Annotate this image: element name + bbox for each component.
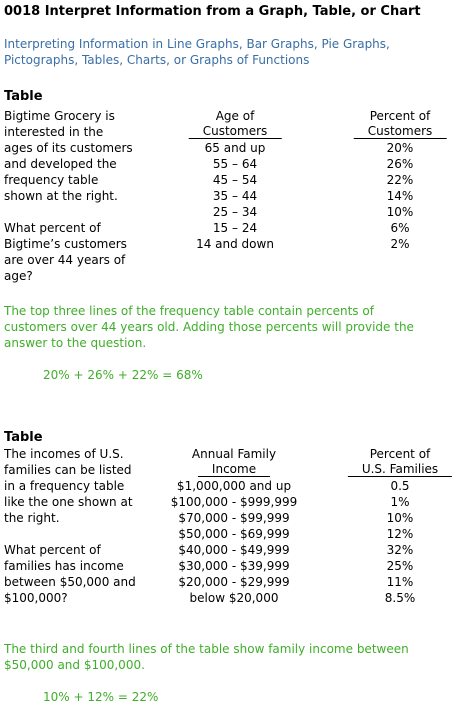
description-line: and developed the — [4, 157, 117, 171]
table-cell: 2% — [390, 237, 410, 251]
table-cell: 1% — [390, 495, 410, 509]
section-heading: Table — [4, 430, 43, 445]
question-line: are over 44 years of — [4, 253, 126, 267]
section-heading: Table — [4, 89, 43, 104]
explanation-line: The third and fourth lines of the table … — [4, 642, 409, 656]
table-cell: 8.5% — [384, 591, 416, 605]
table-cell: $1,000,000 and up — [176, 479, 292, 493]
table-cell: below $20,000 — [189, 591, 279, 605]
description-line: in a frequency table — [4, 479, 125, 493]
column-header: Customers — [188, 124, 282, 139]
table-cell: 6% — [390, 221, 410, 235]
table-cell: 12% — [386, 527, 414, 541]
question-line: $100,000? — [4, 591, 68, 605]
description-line: families can be listed — [4, 463, 132, 477]
table-cell: 65 and up — [204, 141, 266, 155]
description-line: the right. — [4, 511, 60, 525]
table-cell: 25% — [386, 559, 414, 573]
table-cell: $40,000 - $49,999 — [178, 543, 290, 557]
table-cell: $50,000 - $69,999 — [178, 527, 290, 541]
table-cell: 32% — [386, 543, 414, 557]
table-cell: 25 – 34 — [212, 205, 258, 219]
table-cell: 15 – 24 — [212, 221, 258, 235]
description-line: Bigtime Grocery is — [4, 109, 115, 123]
column-header: Income — [197, 462, 271, 477]
table-cell: 35 – 44 — [212, 189, 258, 203]
subtitle-line: Interpreting Information in Line Graphs,… — [4, 37, 390, 51]
table-cell: 14 and down — [196, 237, 274, 251]
column-header: U.S. Families — [347, 462, 453, 477]
question-line: between $50,000 and — [4, 575, 136, 589]
table-cell: 20% — [386, 141, 414, 155]
description-line: ages of its customers — [4, 141, 133, 155]
column-header: Percent of — [369, 447, 431, 461]
table-cell: $20,000 - $29,999 — [178, 575, 290, 589]
column-header: Customers — [353, 124, 447, 139]
description-line: frequency table — [4, 173, 99, 187]
table-cell: 10% — [386, 511, 414, 525]
explanation-line: customers over 44 years old. Adding thos… — [4, 320, 414, 334]
table-cell: 0.5 — [390, 479, 410, 493]
question-line: families has income — [4, 559, 124, 573]
table-cell: $70,000 - $99,999 — [178, 511, 290, 525]
table-cell: $100,000 - $999,999 — [170, 495, 298, 509]
subtitle-line: Pictographs, Tables, Charts, or Graphs o… — [4, 53, 310, 67]
table-cell: 14% — [386, 189, 414, 203]
table-cell: 11% — [386, 575, 414, 589]
table-cell: 22% — [386, 173, 414, 187]
description-line: shown at the right. — [4, 189, 118, 203]
description-line: like the one shown at — [4, 495, 133, 509]
explanation-line: The top three lines of the frequency tab… — [4, 304, 374, 318]
description-line: The incomes of U.S. — [4, 447, 124, 461]
table-cell: $30,000 - $39,999 — [178, 559, 290, 573]
table-cell: 26% — [386, 157, 414, 171]
equation: 10% + 12% = 22% — [43, 690, 159, 704]
question-line: Bigtime’s customers — [4, 237, 127, 251]
question-line: What percent of — [4, 543, 101, 557]
equation: 20% + 26% + 22% = 68% — [43, 368, 203, 382]
table-cell: 10% — [386, 205, 414, 219]
table-cell: 55 – 64 — [212, 157, 258, 171]
table-cell: 45 – 54 — [212, 173, 258, 187]
description-line: interested in the — [4, 125, 104, 139]
explanation-line: answer to the question. — [4, 336, 147, 350]
question-line: What percent of — [4, 221, 101, 235]
question-line: age? — [4, 269, 33, 283]
column-header: Age of — [215, 109, 255, 123]
title: 0018 Interpret Information from a Graph,… — [4, 4, 421, 19]
explanation-line: $50,000 and $100,000. — [4, 658, 145, 672]
column-header: Annual Family — [191, 447, 277, 461]
column-header: Percent of — [369, 109, 431, 123]
